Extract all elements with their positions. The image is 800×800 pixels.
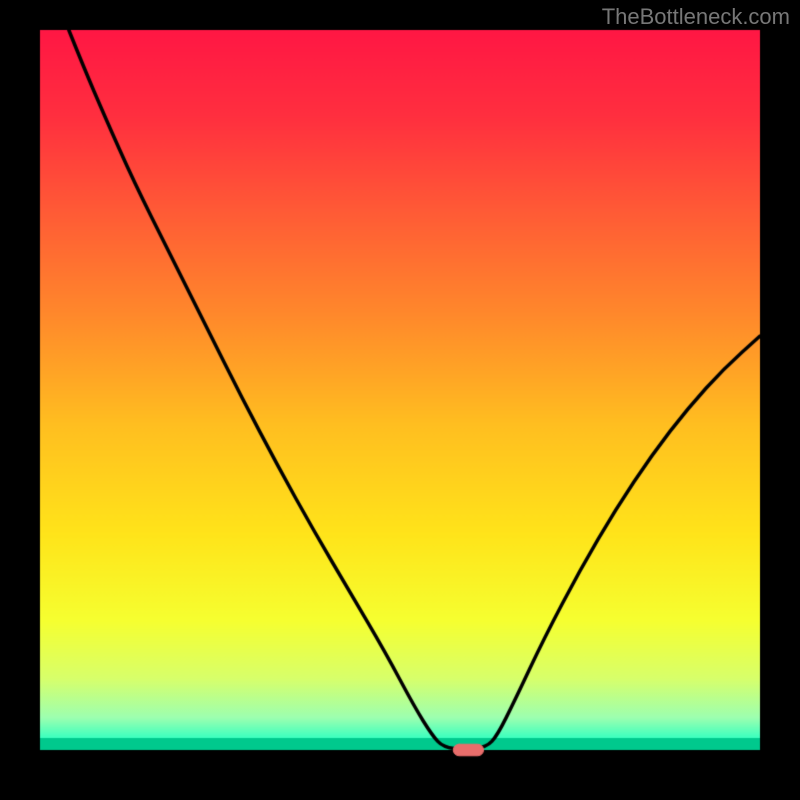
chart-container: TheBottleneck.com: [0, 0, 800, 800]
bottleneck-chart-canvas: [0, 0, 800, 800]
